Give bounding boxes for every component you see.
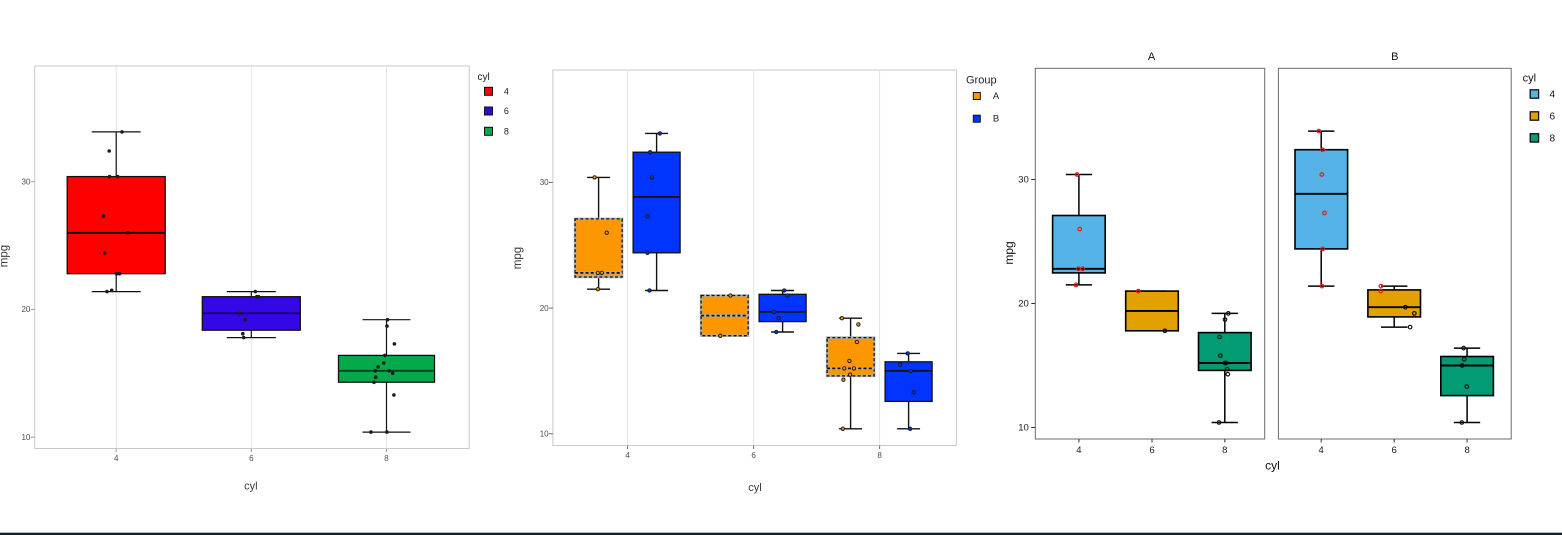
svg-text:4: 4 (504, 86, 509, 96)
svg-text:20: 20 (1018, 299, 1029, 310)
svg-text:30: 30 (1018, 175, 1029, 186)
svg-text:6: 6 (751, 451, 756, 460)
svg-text:8: 8 (384, 454, 389, 463)
svg-text:cyl: cyl (478, 72, 490, 83)
svg-text:Group: Group (966, 75, 997, 87)
svg-text:cyl: cyl (748, 482, 761, 494)
svg-text:6: 6 (1550, 111, 1556, 122)
svg-text:30: 30 (21, 177, 30, 186)
svg-text:8: 8 (877, 451, 882, 460)
svg-text:A: A (993, 91, 1000, 102)
svg-text:4: 4 (1319, 445, 1324, 456)
svg-text:cyl: cyl (1265, 459, 1280, 473)
svg-text:6: 6 (1149, 445, 1154, 456)
svg-text:10: 10 (540, 430, 549, 439)
svg-text:mpg: mpg (0, 245, 11, 267)
svg-text:6: 6 (249, 454, 254, 463)
svg-text:4: 4 (114, 454, 119, 463)
svg-text:4: 4 (1550, 89, 1556, 100)
svg-text:8: 8 (504, 126, 509, 136)
svg-text:6: 6 (1392, 445, 1397, 456)
svg-text:8: 8 (1550, 133, 1556, 144)
svg-text:mpg: mpg (1002, 241, 1016, 264)
svg-text:B: B (993, 114, 999, 125)
svg-text:10: 10 (21, 433, 30, 442)
svg-text:A: A (1148, 51, 1156, 63)
svg-text:20: 20 (21, 305, 30, 314)
svg-text:cyl: cyl (244, 481, 257, 493)
svg-text:8: 8 (1464, 445, 1469, 456)
svg-text:cyl: cyl (1523, 73, 1536, 85)
svg-text:6: 6 (504, 106, 509, 116)
svg-text:4: 4 (625, 451, 630, 460)
svg-text:30: 30 (540, 178, 549, 187)
svg-text:mpg: mpg (512, 247, 524, 269)
svg-text:4: 4 (1076, 445, 1081, 456)
svg-text:20: 20 (540, 304, 549, 313)
svg-text:B: B (1391, 51, 1398, 63)
svg-text:8: 8 (1222, 445, 1227, 456)
svg-text:10: 10 (1018, 423, 1029, 434)
